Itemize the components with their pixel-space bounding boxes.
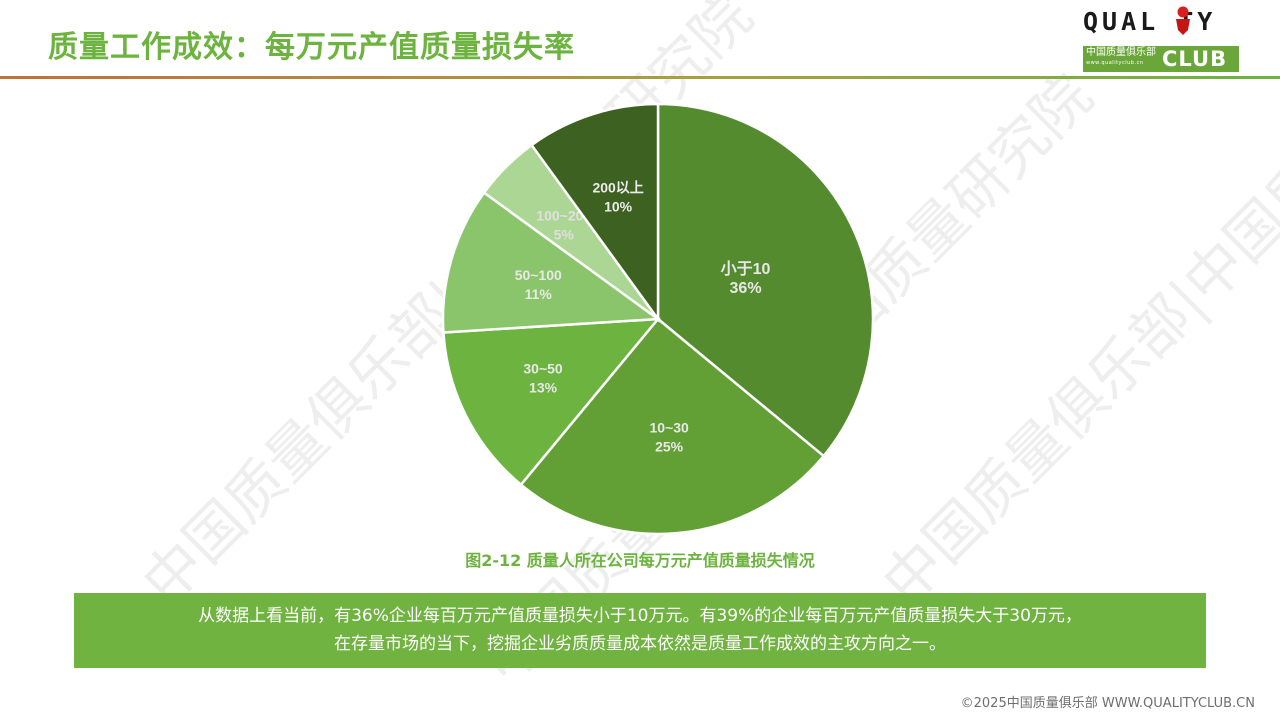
slice-category-label: 200以上 [592,179,643,195]
chart-caption: 图2-12 质量人所在公司每万元产值质量损失情况 [465,551,815,570]
quality-club-logo: QUAL TY 中国质量俱乐部 www.qualityclub.cn CLUB [1083,6,1239,72]
logo-wordmark: QUAL TY [1083,6,1217,36]
slice-percent-label: 13% [529,380,558,396]
logo-banner: 中国质量俱乐部 www.qualityclub.cn CLUB [1083,46,1239,72]
header-divider [0,76,1280,79]
summary-line-2: 在存量市场的当下，挖掘企业劣质质量成本依然是质量工作成效的主攻方向之一。 [334,634,946,654]
summary-box: 从数据上看当前，有36%企业每百万元产值质量损失小于10万元。有39%的企业每百… [74,593,1206,668]
slice-category-label: 50~100 [515,267,562,283]
summary-line-1: 从数据上看当前，有36%企业每百万元产值质量损失小于10万元。有39%的企业每百… [198,606,1082,626]
pie-slice [656,102,875,458]
slice-percent-label: 25% [655,439,684,455]
slice-category-label: 30~50 [523,361,563,377]
slice-percent-label: 10% [604,198,633,214]
pie-slice [441,190,662,334]
slice-percent-label: 5% [554,227,575,243]
pie-slice [529,102,660,323]
person-pin-icon [1176,6,1190,35]
page-title: 质量工作成效：每万元产值质量损失率 [48,30,575,65]
pie-slice [519,317,826,536]
slice-category-label: 10~30 [649,420,689,436]
pie-slice [442,317,661,487]
slice-percent-label: 36% [730,280,762,297]
slice-category-label: 100~200 [536,208,591,224]
slice-percent-label: 11% [525,286,553,302]
footer-copyright: ©2025中国质量俱乐部 WWW.QUALITYCLUB.CN [960,696,1255,711]
slice-category-label: 小于10 [721,260,771,278]
